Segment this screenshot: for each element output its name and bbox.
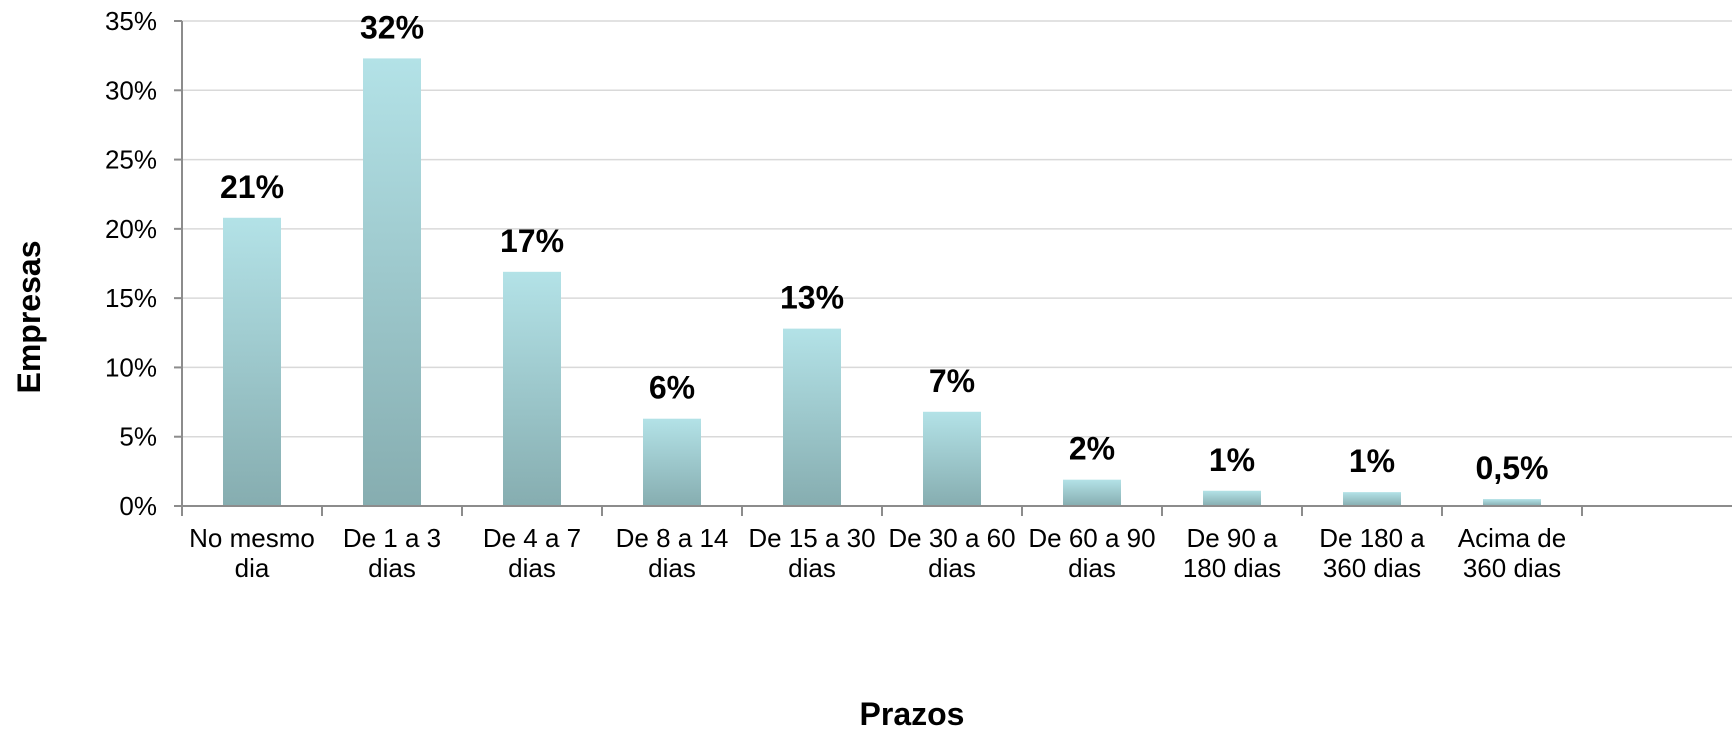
bar	[1063, 479, 1121, 506]
axes	[174, 20, 1732, 516]
data-label: 1%	[1209, 442, 1255, 478]
x-tick-label: De 8 a 14	[616, 523, 729, 553]
y-tick-label: 5%	[119, 422, 157, 452]
x-tick-label: dias	[508, 553, 556, 583]
y-tick-label: 30%	[105, 75, 157, 105]
data-label: 17%	[500, 223, 564, 259]
x-tick-label: De 60 a 90	[1028, 523, 1155, 553]
data-label: 1%	[1349, 443, 1395, 479]
x-tick-label: No mesmo	[189, 523, 315, 553]
gridlines	[182, 20, 1732, 438]
x-tick-label: De 15 a 30	[748, 523, 875, 553]
y-tick-label: 10%	[105, 352, 157, 382]
x-tick-label: dias	[648, 553, 696, 583]
x-tick-label: dias	[368, 553, 416, 583]
bar	[223, 217, 281, 506]
bar	[923, 411, 981, 506]
bar	[363, 58, 421, 507]
data-label: 6%	[649, 370, 695, 406]
bar	[1483, 499, 1541, 506]
x-tick-label: dias	[1068, 553, 1116, 583]
bars	[223, 58, 1541, 507]
y-tick-label: 25%	[105, 145, 157, 175]
x-tick-label: dias	[928, 553, 976, 583]
bar	[783, 328, 841, 506]
x-tick-label: 360 dias	[1463, 553, 1561, 583]
x-tick-label: De 30 a 60	[888, 523, 1015, 553]
y-tick-label: 20%	[105, 214, 157, 244]
data-label: 32%	[360, 9, 424, 45]
x-tick-label: De 4 a 7	[483, 523, 581, 553]
data-label: 21%	[220, 169, 284, 205]
x-tick-label: De 180 a	[1319, 523, 1425, 553]
y-axis-title: Empresas	[11, 241, 47, 394]
y-tick-label: 35%	[105, 6, 157, 36]
data-label: 0,5%	[1476, 450, 1549, 486]
bar	[643, 418, 701, 506]
y-tick-label: 15%	[105, 283, 157, 313]
data-label: 2%	[1069, 431, 1115, 467]
bar	[503, 271, 561, 506]
bar	[1203, 490, 1261, 506]
x-tick-label: De 90 a	[1186, 523, 1278, 553]
x-tick-label: Acima de	[1458, 523, 1566, 553]
data-label: 13%	[780, 280, 844, 316]
x-tick-label: dia	[235, 553, 270, 583]
x-tick-label: dias	[788, 553, 836, 583]
x-axis-title: Prazos	[860, 696, 965, 732]
bar	[1343, 492, 1401, 506]
y-tick-label: 0%	[119, 491, 157, 521]
x-tick-label: 360 dias	[1323, 553, 1421, 583]
x-tick-label: De 1 a 3	[343, 523, 441, 553]
x-tick-label: 180 dias	[1183, 553, 1281, 583]
data-label: 7%	[929, 363, 975, 399]
